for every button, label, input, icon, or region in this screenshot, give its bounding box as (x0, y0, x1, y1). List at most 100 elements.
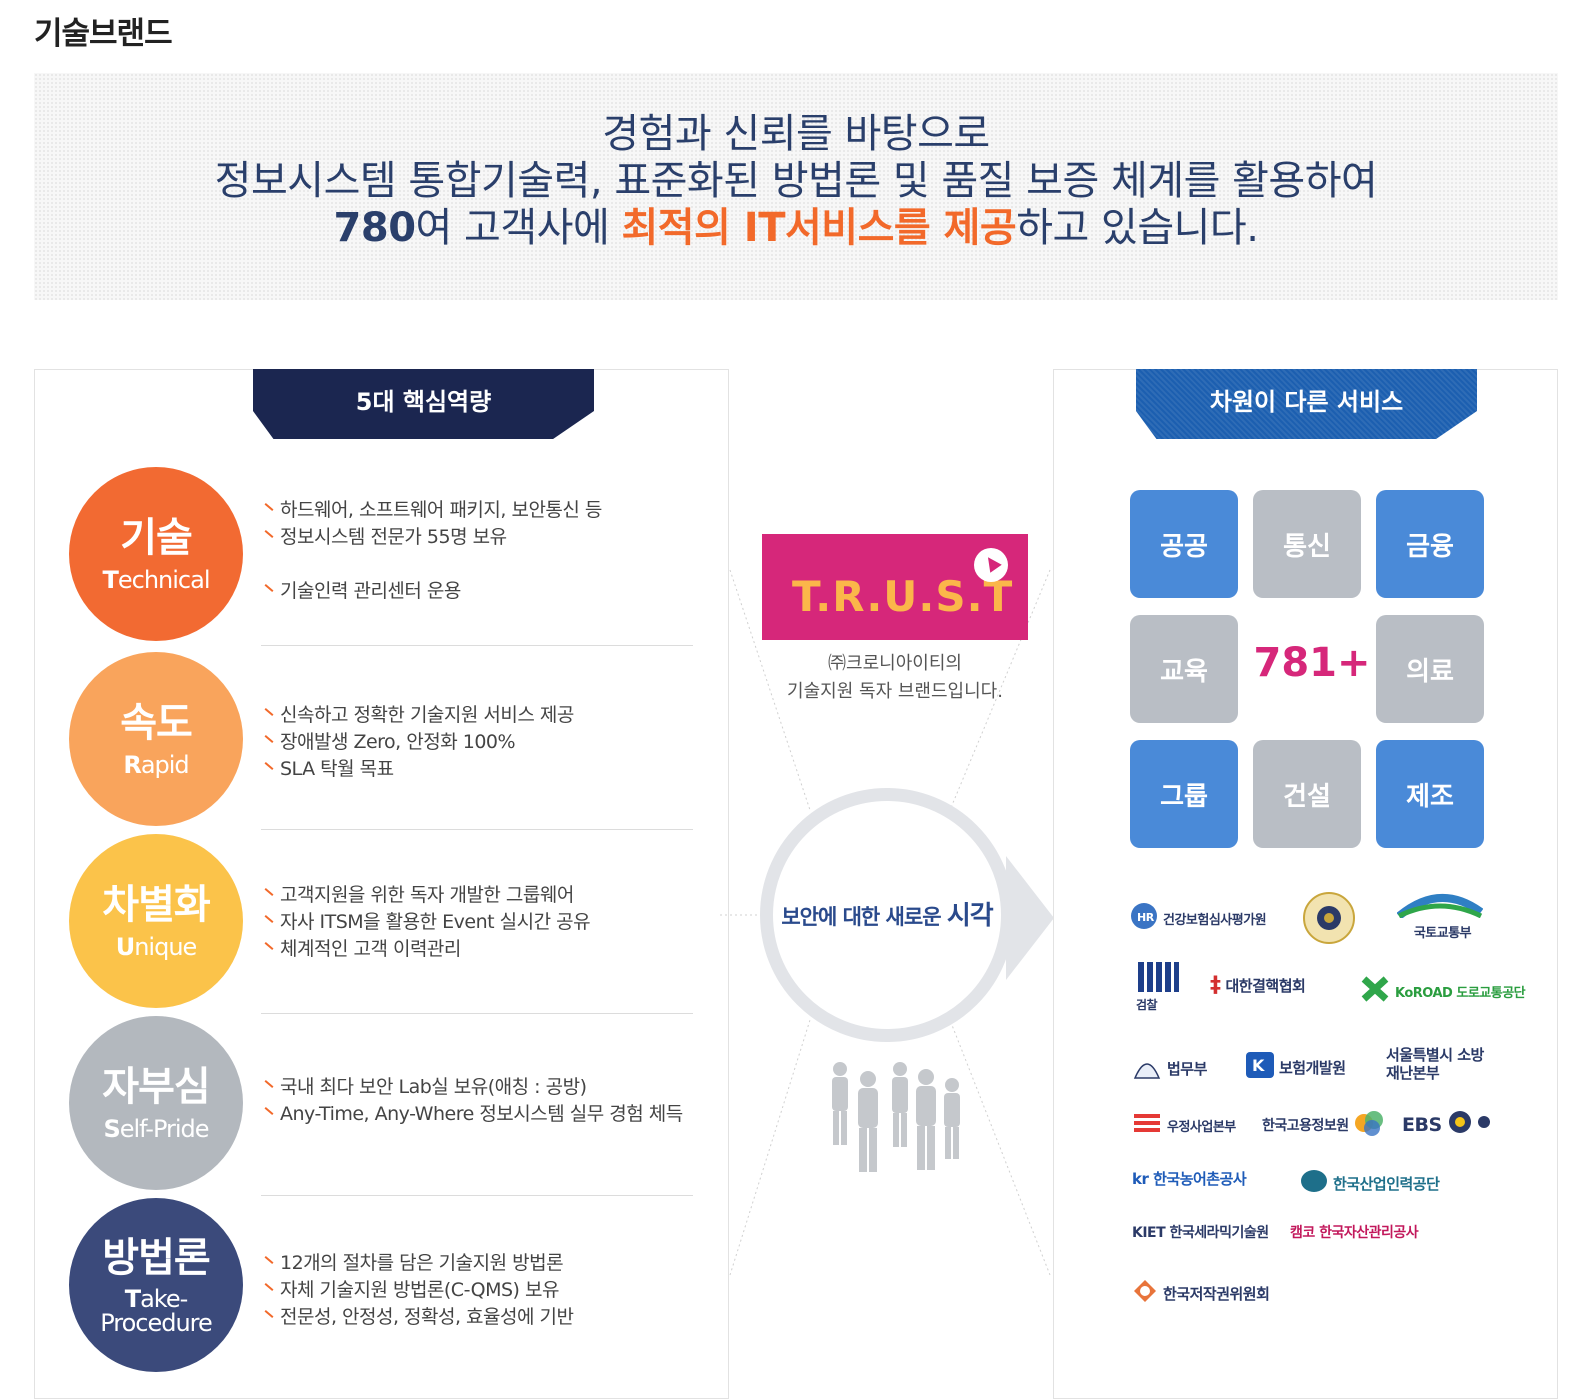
competency-en-line2: Procedure (100, 1309, 213, 1337)
logo-text: kr 한국농어촌공사 (1132, 1170, 1247, 1188)
logo-text: 한국고용정보원 (1262, 1118, 1349, 1134)
intro-line-1: 경험과 신뢰를 바탕으로 (602, 111, 990, 157)
logo-koreapost: 우정사업본부 (1132, 1110, 1236, 1140)
competency-list: 하드웨어, 소프트웨어 패키지, 보안통신 등 정보시스템 전문가 55명 보유… (262, 497, 722, 605)
prosecution-icon (1136, 962, 1180, 996)
logo-text: 캠코 한국자산관리공사 (1290, 1225, 1419, 1241)
logo-hira: HR 건강보험심사평가원 (1130, 902, 1267, 934)
ring-text-small: 보안에 대한 새로운 (781, 905, 947, 929)
intro-highlight: 최적의 IT서비스를 제공 (621, 205, 1017, 251)
logo-prosecution: 검찰 (1136, 962, 1185, 1013)
competency-ko: 속도 (120, 700, 193, 746)
list-item: Any-Time, Any-Where 정보시스템 실무 경험 체득 (262, 1101, 722, 1128)
core-competency-banner: 5대 핵심역량 (253, 369, 594, 439)
logo-text: 우정사업본부 (1167, 1119, 1236, 1135)
competency-list: 12개의 절차를 담은 기술지원 방법론 자체 기술지원 방법론(C-QMS) … (262, 1250, 722, 1331)
divider (261, 645, 693, 646)
tile-public: 공공 (1130, 490, 1238, 598)
double-cross-icon: ‡ (1210, 973, 1221, 998)
list-item: 12개의 절차를 담은 기술지원 방법론 (262, 1250, 722, 1277)
page-title: 기술브랜드 (34, 16, 173, 52)
tile-telecom: 통신 (1253, 490, 1361, 598)
logo-moj: 법무부 (1132, 1052, 1207, 1084)
competency-ko: 차별화 (102, 882, 210, 928)
trust-desc-line-2: 기술지원 독자 브랜드입니다. (787, 681, 1003, 702)
logo-koroad: KoROAD 도로교통공단 (1360, 975, 1526, 1007)
competency-list: 국내 최다 보안 Lab실 보유(애칭 : 공방) Any-Time, Any-… (262, 1074, 722, 1128)
logo-text: 한국산업인력공단 (1333, 1174, 1440, 1193)
competency-en-cap: S (103, 1115, 120, 1143)
tile-medical: 의료 (1376, 615, 1484, 723)
competency-en-rest: echnical (117, 566, 211, 594)
intro-line-3: 780여 고객사에 최적의 IT서비스를 제공하고 있습니다. (34, 205, 1558, 252)
intro-box: 경험과 신뢰를 바탕으로 정보시스템 통합기술력, 표준화된 방법론 및 품질 … (34, 73, 1558, 300)
logo-copyright: 한국저작권위원회 (1132, 1278, 1270, 1308)
logo-kamco: 캠코 한국자산관리공사 (1290, 1222, 1419, 1242)
competency-en-cap: R (123, 751, 142, 779)
competency-list: 고객지원을 위한 독자 개발한 그룹웨어 자사 ITSM을 활용한 Event … (262, 882, 722, 963)
competency-en-cap: T (102, 566, 119, 594)
logo-text: EBS (1402, 1113, 1442, 1136)
list-item: 전문성, 안정성, 정확성, 효율성에 기반 (262, 1304, 722, 1331)
logo-text: 보험개발원 (1279, 1058, 1346, 1077)
list-item: 자사 ITSM을 활용한 Event 실시간 공유 (262, 909, 722, 936)
business-people-icon (832, 1062, 960, 1172)
competency-ko: 기술 (120, 515, 193, 561)
ebs-icon (1448, 1110, 1492, 1139)
ring-arrow-icon (1006, 856, 1054, 980)
logo-seoul-fire: 서울특별시 소방재난본부 (1386, 1046, 1484, 1082)
copyright-icon (1132, 1278, 1158, 1308)
trust-brand-card: T.R.U.S.T (762, 534, 1028, 640)
logo-text: KoROAD 도로교통공단 (1395, 985, 1526, 1001)
list-item: 자체 기술지원 방법론(C-QMS) 보유 (262, 1277, 722, 1304)
competency-circle-rapid: 속도 Rapid (69, 652, 243, 826)
svg-text:HR: HR (1137, 911, 1155, 924)
koreapost-icon (1132, 1110, 1162, 1140)
logo-police (1303, 892, 1360, 948)
client-number: 780 (333, 205, 417, 251)
list-item: 하드웨어, 소프트웨어 패키지, 보안통신 등 (262, 497, 722, 524)
security-vision-text: 보안에 대한 새로운 시각 (760, 895, 1014, 932)
ring-text-big: 시각 (946, 901, 994, 931)
logo-krc: kr 한국농어촌공사 (1132, 1168, 1247, 1189)
list-item: 체계적인 고객 이력관리 (262, 936, 722, 963)
tile-manufacturing: 제조 (1376, 740, 1484, 848)
tile-finance: 금융 (1376, 490, 1484, 598)
competency-en-cap: T (124, 1285, 141, 1313)
hira-icon: HR (1130, 902, 1158, 934)
competency-circle-procedure: 방법론 Take- Procedure (69, 1198, 243, 1372)
competency-list: 신속하고 정확한 기술지원 서비스 제공 장애발생 Zero, 안정화 100%… (262, 702, 722, 783)
trust-logo-text: T.R.U.S.T (792, 572, 1014, 621)
list-item-text: 정보시스템 전문가 55명 보유 (280, 526, 507, 548)
competency-en: Technical (102, 566, 211, 594)
kidi-icon: K (1246, 1052, 1274, 1082)
hrdkorea-icon (1300, 1168, 1328, 1198)
divider (261, 1013, 693, 1014)
service-banner: 차원이 다른 서비스 (1136, 369, 1477, 439)
keis-leaf-icon (1354, 1110, 1384, 1140)
intro-line-3-pre: 여 고객사에 (415, 205, 622, 251)
tile-group: 그룹 (1130, 740, 1238, 848)
tile-education: 교육 (1130, 615, 1238, 723)
trust-description: ㈜크로니아이티의 기술지원 독자 브랜드입니다. (762, 650, 1028, 706)
list-item: 신속하고 정확한 기술지원 서비스 제공 (262, 702, 722, 729)
svg-text:K: K (1252, 1056, 1265, 1075)
koroad-icon (1360, 975, 1390, 1007)
logo-keis: 한국고용정보원 (1262, 1110, 1389, 1140)
competency-circle-self-pride: 자부심 Self-Pride (69, 1016, 243, 1190)
logo-ebs: EBS (1402, 1110, 1497, 1139)
list-item: 고객지원을 위한 독자 개발한 그룹웨어 (262, 882, 722, 909)
competency-ko: 방법론 (102, 1235, 210, 1281)
logo-text: 검찰 (1136, 998, 1158, 1012)
competency-en: Unique (116, 934, 198, 960)
trust-desc-line-1: ㈜크로니아이티의 (828, 653, 962, 674)
logo-text: 건강보험심사평가원 (1163, 912, 1267, 928)
logo-text: 대한결핵협회 (1225, 977, 1306, 995)
divider (261, 829, 693, 830)
intro-line-3-post: 하고 있습니다. (1016, 205, 1259, 251)
logo-hrdkorea: 한국산업인력공단 (1300, 1168, 1440, 1198)
list-item: 기술인력 관리센터 운용 (262, 578, 722, 605)
competency-circle-unique: 차별화 Unique (69, 834, 243, 1008)
competency-circle-technical: 기술 Technical (69, 467, 243, 641)
intro-line-2: 정보시스템 통합기술력, 표준화된 방법론 및 품질 보증 체계를 활용하여 (214, 158, 1378, 204)
